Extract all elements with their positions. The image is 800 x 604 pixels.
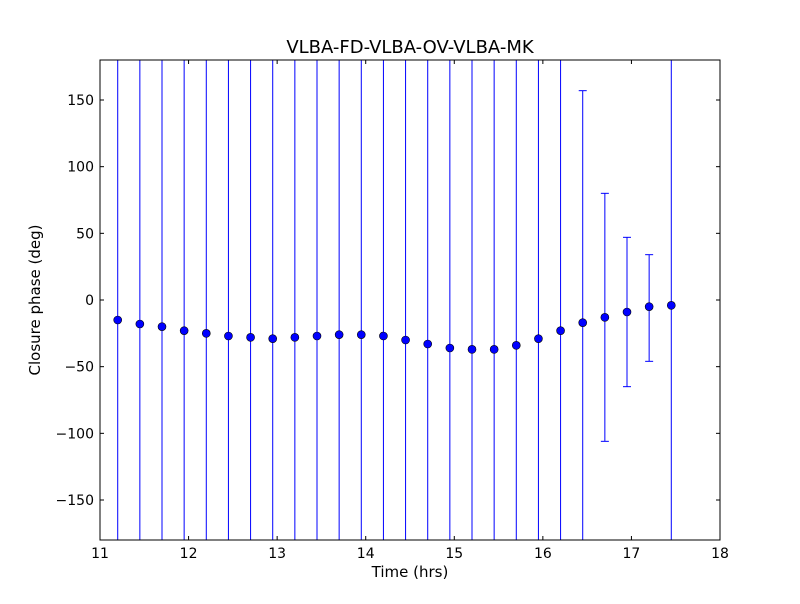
data-point xyxy=(135,319,145,329)
y-tick-label: −50 xyxy=(64,360,94,376)
data-point xyxy=(246,333,255,342)
data-point xyxy=(312,331,322,341)
data-point xyxy=(489,345,499,354)
data-point xyxy=(157,322,167,331)
data-point xyxy=(179,326,189,335)
x-tick-label: 16 xyxy=(534,546,552,562)
data-point xyxy=(356,330,366,339)
y-axis-ticks: −150 −100 −50 0 50 100 150 xyxy=(56,93,720,509)
x-axis-label: Time (hrs) xyxy=(371,563,449,581)
data-point xyxy=(534,334,543,343)
data-point xyxy=(423,339,433,349)
y-tick-label: 150 xyxy=(67,93,94,109)
data-point xyxy=(622,307,632,317)
x-tick-label: 13 xyxy=(268,546,286,562)
y-tick-label: 50 xyxy=(76,226,94,242)
x-tick-label: 15 xyxy=(445,546,463,562)
data-point xyxy=(644,302,654,311)
chart-title: VLBA-FD-VLBA-OV-VLBA-MK xyxy=(286,37,535,58)
y-tick-label: 100 xyxy=(67,160,94,176)
data-point xyxy=(401,335,410,345)
errorbars xyxy=(117,60,672,540)
data-point xyxy=(379,331,388,341)
data-point xyxy=(666,301,676,310)
data-point xyxy=(511,341,521,350)
x-tick-label: 17 xyxy=(623,546,641,562)
y-tick-label: −100 xyxy=(56,426,94,442)
y-tick-label: 0 xyxy=(85,293,94,309)
x-axis-ticks: 11 12 13 14 15 16 17 18 xyxy=(91,60,729,562)
x-tick-label: 11 xyxy=(91,546,109,562)
data-point xyxy=(290,333,300,342)
x-tick-label: 14 xyxy=(357,546,375,562)
data-point xyxy=(445,343,455,353)
data-point xyxy=(201,329,211,338)
x-tick-label: 18 xyxy=(711,546,729,562)
data-point xyxy=(113,315,123,325)
data-point xyxy=(578,318,588,327)
data-point xyxy=(268,334,278,343)
y-tick-label: −150 xyxy=(56,493,94,509)
y-axis-label: Closure phase (deg) xyxy=(26,225,44,376)
data-point xyxy=(600,313,610,322)
data-points xyxy=(113,301,676,354)
data-point xyxy=(556,326,565,335)
data-point xyxy=(334,330,344,339)
data-point xyxy=(467,345,477,354)
data-point xyxy=(224,331,233,341)
x-tick-label: 12 xyxy=(180,546,198,562)
